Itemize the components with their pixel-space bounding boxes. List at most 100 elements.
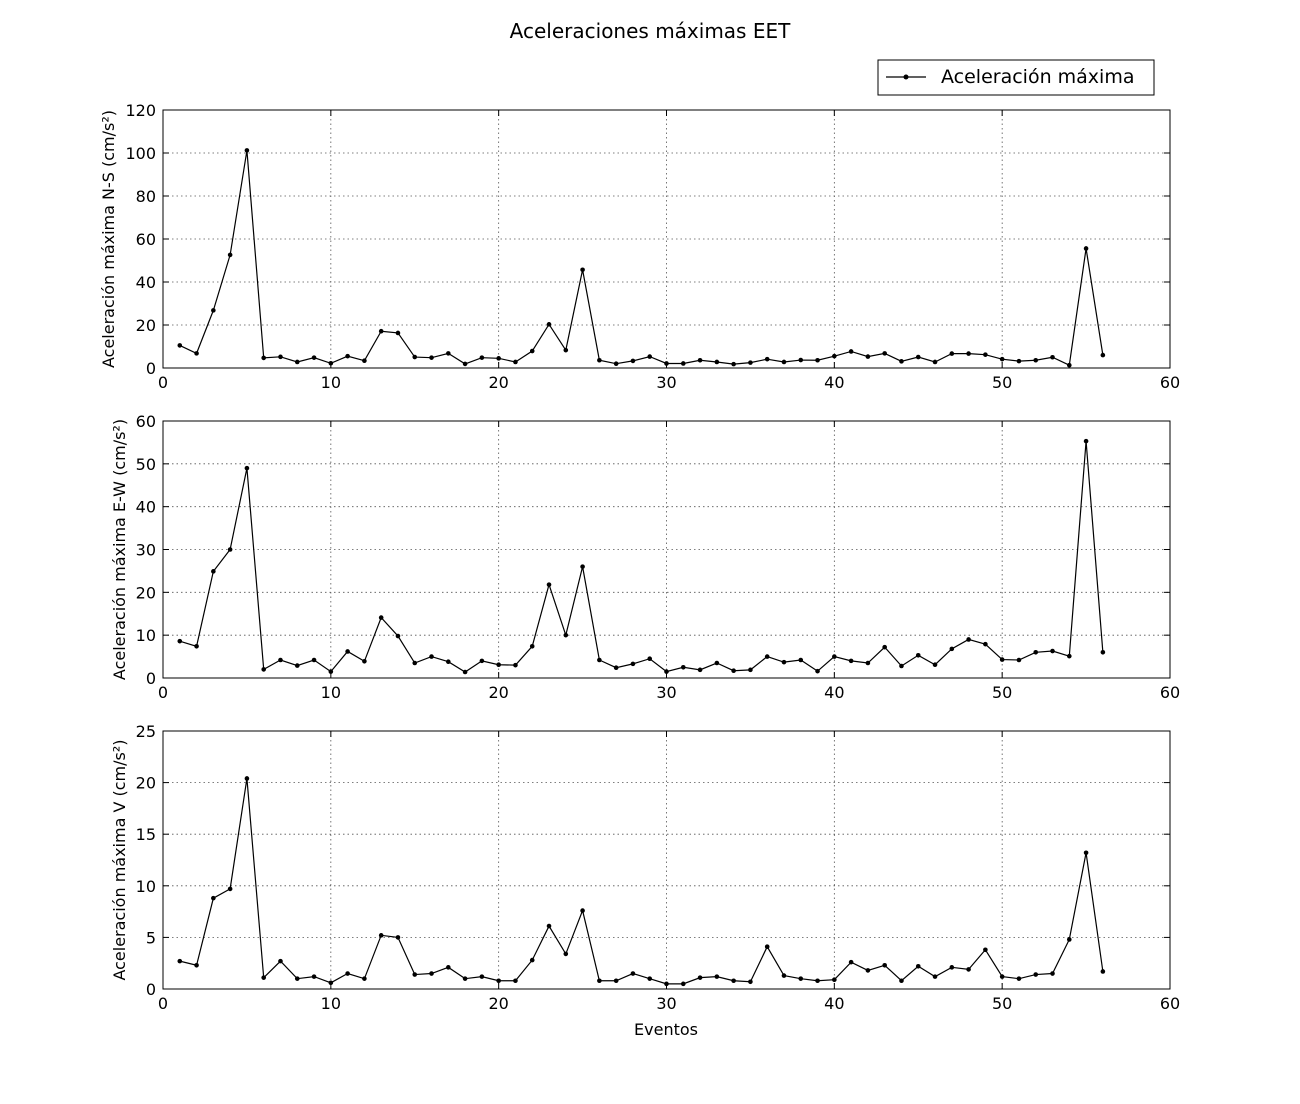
data-point [764, 654, 770, 659]
y-tick-label: 100 [125, 144, 156, 163]
data-point [412, 660, 418, 666]
data-point [1100, 352, 1106, 358]
data-point [966, 637, 971, 642]
data-point [832, 353, 837, 359]
subplot-1: 0 10 20 30 40 50 60 0 20 40 60 80 100 120 Aceleración … [99, 101, 1180, 392]
data-point [1100, 650, 1106, 655]
data-point [244, 776, 250, 781]
legend-marker-sample [903, 74, 909, 80]
data-point [429, 971, 434, 976]
data-point [496, 978, 501, 984]
data-point [446, 351, 451, 356]
data-point [362, 976, 367, 981]
data-point [479, 355, 485, 360]
data-point [597, 657, 602, 663]
data-point [748, 979, 753, 985]
legend: Aceleración máxima [877, 59, 1155, 96]
data-point [1050, 648, 1055, 654]
subplots: 0 10 20 30 40 50 60020406080100120Aceleración … [99, 101, 1180, 1013]
data-point [546, 322, 552, 327]
y-tick-label: 60 [136, 230, 156, 249]
x-tick-label: 30 [656, 683, 676, 702]
data-point [412, 354, 418, 360]
data-point [949, 646, 955, 652]
data-point [697, 975, 703, 980]
data-point [345, 353, 350, 359]
legend-label: Aceleración máxima [941, 66, 1134, 88]
y-tick-label: 60 [136, 412, 156, 431]
data-point [211, 569, 216, 574]
data-point [227, 886, 233, 892]
y-tick-label: 50 [136, 455, 156, 474]
data-point [1033, 650, 1039, 655]
data-point [1067, 362, 1072, 368]
data-point [966, 351, 971, 356]
x-tick-label: 10 [321, 373, 341, 392]
series-line-2 [179, 441, 1104, 673]
data-point [278, 958, 283, 964]
y-tick-label: 30 [136, 541, 156, 560]
x-tick-label: 10 [321, 683, 341, 702]
data-point [211, 895, 216, 901]
data-point [1016, 657, 1022, 663]
data-point [731, 668, 736, 674]
data-point [395, 935, 401, 940]
data-point [546, 923, 552, 929]
data-point [177, 343, 183, 348]
y-tick-label: 0 [146, 669, 156, 688]
data-point [915, 354, 921, 360]
data-point [563, 347, 569, 353]
data-point [680, 664, 686, 670]
x-tick-label: 0 [158, 683, 168, 702]
x-tick-label: 20 [488, 373, 508, 392]
data-point [294, 976, 300, 981]
data-point [865, 660, 871, 666]
data-point [462, 361, 468, 367]
y-tick-label: 10 [136, 626, 156, 645]
x-axis-label: Eventos [634, 1020, 698, 1039]
data-point [613, 361, 619, 367]
data-point [630, 971, 636, 976]
data-point [194, 962, 199, 968]
data-point [328, 669, 334, 674]
plot-frame [162, 730, 1171, 990]
data-point [1016, 358, 1022, 364]
data-point [915, 652, 921, 658]
x-tick-label: 0 [158, 994, 168, 1013]
data-point [429, 654, 434, 659]
data-point [546, 582, 552, 587]
data-point [697, 357, 703, 363]
y-axis-label-3: Aceleración máxima V (cm/s²) [110, 739, 129, 980]
data-point [664, 669, 669, 674]
data-point [781, 659, 787, 665]
data-point [899, 978, 904, 984]
x-tick-label: 10 [321, 994, 341, 1013]
series-line-3 [179, 778, 1104, 985]
data-point [832, 654, 837, 659]
subplot-3: 0 10 20 30 40 50 60 0 5 10 15 20 25 Aceleración máxim… [110, 722, 1180, 1013]
data-point [764, 944, 770, 949]
subplot-2: 0 10 20 30 40 50 60 0 10 20 30 40 50 60 Aceleración má… [110, 412, 1180, 702]
data-point [412, 972, 418, 977]
data-point [630, 661, 636, 667]
data-point [848, 959, 854, 965]
series-line-1 [179, 150, 1104, 367]
y-tick-label: 15 [136, 825, 156, 844]
data-point [1083, 438, 1089, 444]
data-point [244, 148, 250, 153]
x-tick-label: 40 [824, 683, 844, 702]
data-point [865, 354, 871, 359]
data-point [462, 669, 468, 675]
x-tick-label: 20 [488, 683, 508, 702]
x-tick-label: 30 [656, 994, 676, 1013]
data-point [714, 660, 720, 666]
data-point [496, 356, 501, 361]
y-tick-label: 10 [136, 877, 156, 896]
data-point [680, 361, 686, 366]
data-point [278, 657, 283, 663]
data-point [798, 976, 804, 981]
data-point [227, 252, 233, 258]
data-point [597, 978, 602, 984]
data-point [580, 564, 585, 569]
